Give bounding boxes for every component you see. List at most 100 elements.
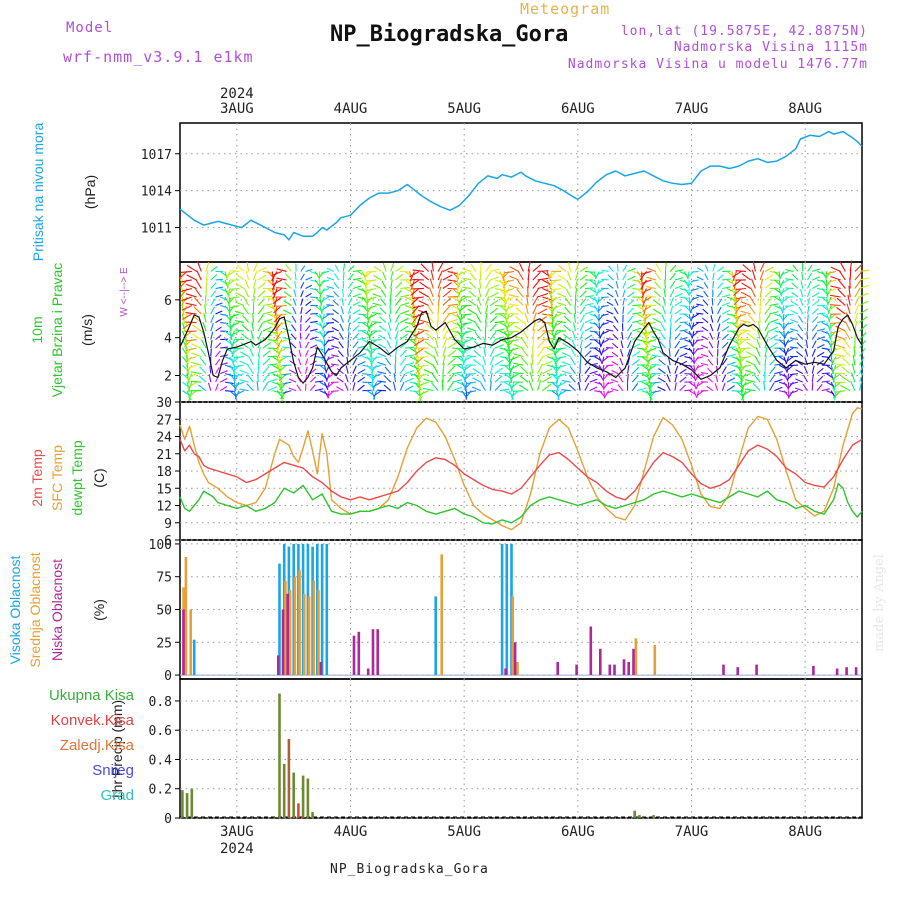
precip-bar-convective	[288, 739, 290, 818]
wind-barb	[423, 378, 434, 383]
wind-barb	[387, 322, 392, 332]
wind-barb	[661, 314, 666, 323]
wind-barb	[552, 322, 558, 332]
wind-barb	[331, 363, 339, 366]
wind-barb	[452, 313, 462, 319]
wind-barb	[210, 266, 218, 272]
wind-barb	[660, 323, 666, 332]
wind-barb	[341, 297, 344, 306]
wind-barb	[807, 297, 811, 306]
wind-barb	[475, 313, 482, 323]
wind-barb	[688, 322, 693, 331]
wind-barb	[735, 270, 747, 273]
wind-barb	[611, 351, 619, 358]
cloud-bar-low	[575, 664, 578, 676]
wind-barb	[679, 352, 688, 358]
wind-barb	[605, 364, 614, 367]
wind-barb	[660, 332, 666, 340]
wind-barb	[674, 357, 679, 366]
wind-barb	[756, 338, 761, 349]
y-tick-label: 0.8	[149, 695, 172, 710]
wind-barb	[192, 324, 202, 332]
wind-barb	[267, 330, 278, 334]
wind-barb	[641, 288, 645, 299]
wind-barb	[542, 337, 554, 341]
wind-barb	[257, 355, 261, 366]
wind-barb	[276, 390, 285, 400]
wind-barb	[437, 286, 442, 298]
precip-legend-item: Zaledj.Kisa	[60, 737, 135, 754]
wind-barb	[537, 292, 549, 298]
pressure-axis-title: Pritisak na nivou mora	[30, 123, 46, 262]
wind-barb	[589, 370, 598, 375]
wind-barb	[764, 355, 767, 366]
wind-barb	[645, 347, 652, 358]
wind-barb	[181, 305, 185, 315]
wind-barb	[399, 349, 407, 357]
wind-barb	[357, 337, 367, 341]
wind-barb	[248, 356, 254, 366]
wind-barb	[655, 263, 662, 272]
wind-barb	[601, 304, 609, 308]
wind-barb	[704, 273, 709, 281]
wind-barb	[481, 373, 486, 383]
wind-barb	[691, 279, 699, 282]
wind-barb	[215, 358, 221, 366]
chart-title: NP_Biogradska_Gora	[330, 22, 569, 47]
wind-barb	[424, 350, 434, 358]
wind-barb	[679, 376, 687, 383]
wind-barb	[785, 287, 794, 290]
wind-barb	[584, 326, 593, 332]
wind-barb	[801, 271, 804, 281]
wind-barb	[404, 377, 414, 383]
wind-barb	[276, 277, 287, 281]
wind-barb	[257, 364, 260, 374]
wind-barb	[205, 278, 208, 289]
wind-barb	[606, 310, 614, 315]
wind-barb	[489, 372, 493, 383]
wind-barb	[417, 373, 429, 377]
wind-barb	[791, 282, 799, 289]
wind-barb	[669, 289, 675, 298]
wind-barb	[774, 371, 783, 375]
wind-barb	[769, 270, 779, 274]
wind-barb	[806, 314, 809, 323]
wind-barb	[790, 309, 799, 315]
wind-barb	[653, 299, 662, 306]
wind-barb	[347, 297, 353, 306]
wind-barb	[740, 373, 751, 378]
wind-barb	[696, 312, 704, 315]
wind-barb	[616, 272, 619, 281]
wind-barb	[273, 305, 283, 314]
wind-barb	[611, 360, 619, 366]
wind-barb	[717, 331, 720, 340]
wind-barb	[691, 296, 699, 301]
wind-barb	[764, 322, 770, 332]
cloud-bar-low	[632, 648, 635, 675]
wind-barb	[615, 281, 619, 289]
wind-barb	[783, 390, 790, 398]
wind-barb	[372, 373, 382, 378]
wind-barb	[807, 289, 811, 298]
wind-barb	[271, 296, 277, 307]
wind-barb	[366, 305, 369, 315]
wind-barb	[380, 298, 387, 306]
wind-barb	[437, 278, 443, 289]
wind-barb	[447, 311, 459, 315]
wind-barb	[508, 339, 519, 343]
wind-barb	[447, 365, 456, 374]
wind-barb	[367, 305, 377, 310]
wind-barb	[423, 387, 434, 392]
wind-barb	[442, 329, 449, 340]
cloud-bar-low	[845, 667, 848, 676]
wind-barb	[508, 330, 519, 333]
wind-barb	[674, 308, 683, 315]
wind-barb	[469, 281, 477, 289]
wind-barb	[712, 280, 715, 289]
wind-barb	[489, 331, 497, 340]
wind-barb	[283, 291, 292, 298]
cloud-bar-low	[286, 593, 289, 676]
wind-barb	[764, 314, 771, 323]
wind-barb	[606, 319, 614, 324]
wind-barb	[735, 339, 741, 350]
